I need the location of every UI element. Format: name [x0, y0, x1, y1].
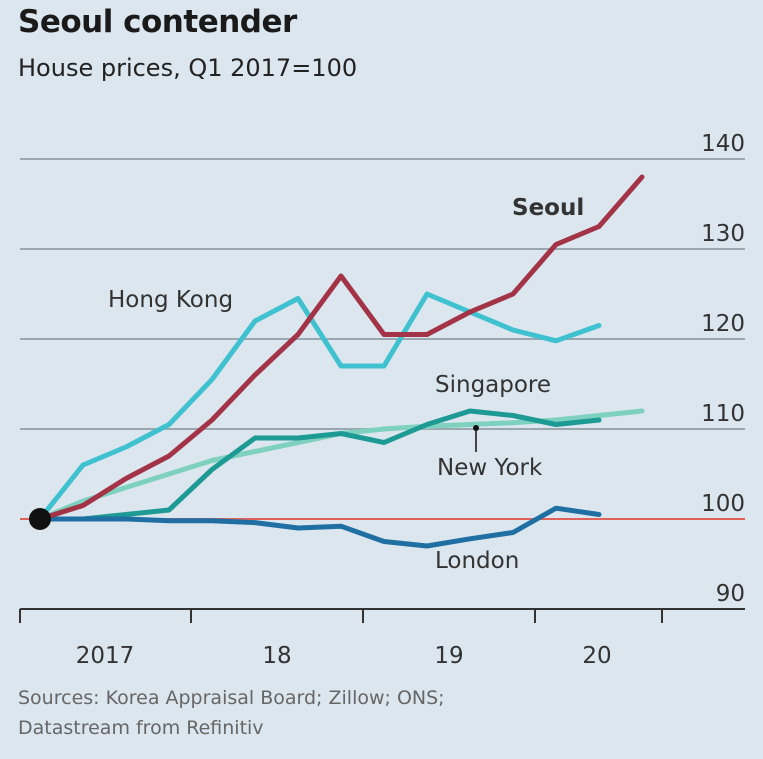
series-line-hong-kong [37, 291, 602, 522]
y-tick-label: 90 [716, 581, 745, 607]
start-point-marker [29, 508, 51, 530]
y-tick-label: 100 [701, 491, 745, 517]
chart-subtitle: House prices, Q1 2017=100 [18, 54, 358, 82]
series-label-seoul: Seoul [512, 195, 584, 221]
x-tick-label: 2017 [76, 643, 135, 669]
x-tick-label: 20 [582, 643, 611, 669]
source-note: Sources: Korea Appraisal Board; Zillow; … [18, 687, 445, 739]
y-tick-label: 120 [701, 311, 745, 337]
series-label-singapore: Singapore [435, 372, 551, 398]
x-tick-label: 19 [434, 643, 463, 669]
x-tick-label: 18 [262, 643, 291, 669]
chart-title: Seoul contender [18, 4, 297, 40]
y-tick-label: 130 [701, 221, 745, 247]
series-line-london [37, 505, 602, 549]
series-line-new-york [37, 408, 645, 522]
new-york-pointer-dot [473, 425, 479, 431]
series-label-london: London [435, 548, 519, 574]
series-label-hong-kong: Hong Kong [108, 287, 233, 313]
y-tick-label: 110 [701, 401, 745, 427]
series-label-new-york: New York [437, 455, 543, 481]
y-tick-label: 140 [701, 131, 745, 157]
series-line-seoul [37, 174, 645, 522]
series-line-singapore [37, 408, 602, 522]
